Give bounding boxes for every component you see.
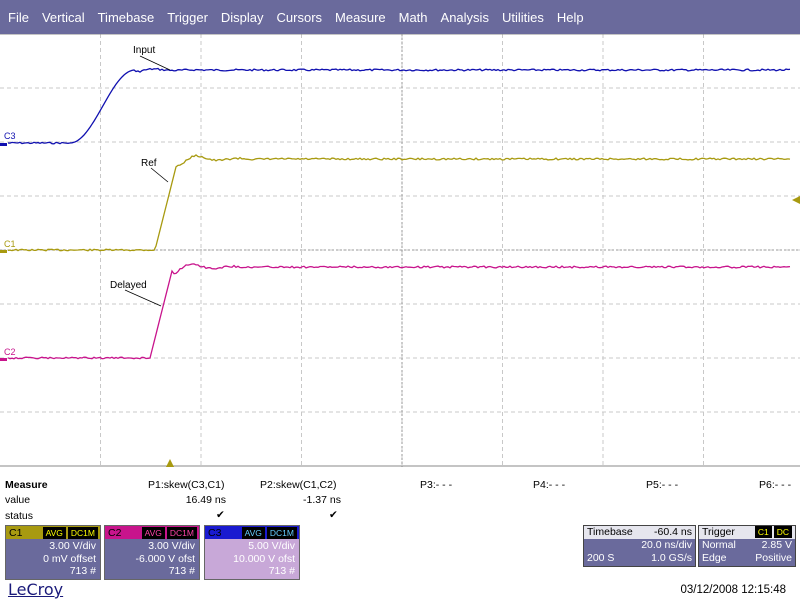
trigger-source: C1: [754, 526, 772, 538]
trace-c3-input: [7, 67, 791, 145]
channel-c1-header: C1 AVG DC1M: [6, 526, 100, 539]
measure-panel: Measure value status P1:skew(C3,C1) 16.4…: [0, 471, 800, 522]
menu-analysis[interactable]: Analysis: [440, 9, 489, 25]
param-p1-name[interactable]: P1:skew(C3,C1): [148, 479, 225, 491]
channel-c1-body: 3.00 V/div 0 mV offset 713 #: [6, 539, 100, 578]
channel-c2-header: C2 AVG DC1M: [105, 526, 199, 539]
channel-c1-impedance: DC1M: [67, 526, 98, 539]
menu-utilities[interactable]: Utilities: [501, 9, 544, 25]
trace-c1-ref: [7, 154, 791, 252]
trace-labels: Input Ref Delayed: [110, 45, 171, 307]
param-p1-value: 16.49 ns: [185, 494, 226, 506]
menu-math[interactable]: Math: [398, 9, 428, 25]
trigger-type: Edge: [702, 551, 727, 564]
menu-measure[interactable]: Measure: [335, 9, 386, 25]
param-p6-name[interactable]: P6:- - -: [759, 479, 792, 491]
menu-file[interactable]: File: [8, 9, 29, 25]
lecroy-logo: LeCroy: [8, 580, 64, 599]
param-p2-status-icon: ✔: [329, 509, 338, 521]
traces: [7, 67, 791, 360]
label-ref: Ref: [141, 158, 157, 169]
marker-c1: C1: [4, 239, 16, 249]
measure-row-status: status: [5, 510, 34, 522]
param-p5-name[interactable]: P5:- - -: [646, 479, 679, 491]
param-p3-name[interactable]: P3:- - -: [420, 479, 453, 491]
trigger-level-marker[interactable]: [792, 196, 800, 204]
label-delayed: Delayed: [110, 280, 147, 291]
timebase-rate: 1.0 GS/s: [651, 551, 692, 564]
trigger-level: 2.85 V: [761, 538, 792, 551]
menu-display[interactable]: Display: [220, 9, 264, 25]
timebase-delay: -60.4 ns: [654, 526, 692, 538]
channel-c1-offset: 0 mV offset: [43, 552, 96, 565]
trigger-label: Trigger: [702, 526, 735, 538]
menu-trigger[interactable]: Trigger: [167, 9, 208, 25]
trigger-mode: Normal: [702, 538, 736, 551]
channel-c1-vdiv: 3.00 V/div: [49, 540, 96, 552]
channel-c3-header: C3 AVG DC1M: [205, 526, 299, 539]
channel-c2-vdiv: 3.00 V/div: [148, 540, 195, 552]
channel-c2-coupling: AVG: [141, 526, 165, 539]
menu-help[interactable]: Help: [556, 9, 584, 25]
param-p2-value: -1.37 ns: [303, 494, 341, 506]
channel-c1-name: C1: [9, 526, 23, 539]
date-time: 03/12/2008 12:15:48: [680, 584, 786, 596]
marker-c2: C2: [4, 347, 16, 357]
menu-vertical[interactable]: Vertical: [41, 9, 85, 25]
channel-c2-offset: -6.000 V ofst: [135, 552, 195, 565]
channel-c3-body: 5.00 V/div 10.000 V ofst 713 #: [205, 539, 299, 578]
label-input: Input: [133, 45, 155, 56]
timebase-label: Timebase: [587, 526, 633, 538]
channel-c3-offset: 10.000 V ofst: [233, 552, 295, 565]
menu-cursors[interactable]: Cursors: [276, 9, 323, 25]
trigger-position-marker[interactable]: [166, 459, 174, 467]
channel-c3-impedance: DC1M: [266, 526, 297, 539]
channel-c3-vdiv: 5.00 V/div: [248, 540, 295, 552]
channel-c2-box[interactable]: C2 AVG DC1M 3.00 V/div -6.000 V ofst 713 …: [104, 525, 200, 580]
waveform-display[interactable]: Input Ref Delayed C3 C1 C2: [0, 34, 800, 467]
channel-markers[interactable]: C3 C1 C2: [0, 131, 16, 361]
trigger-box[interactable]: Trigger C1 DC Normal 2.85 V Edge Positive: [698, 525, 796, 567]
measure-title: Measure: [5, 479, 48, 491]
menu-timebase[interactable]: Timebase: [97, 9, 155, 25]
channel-c1-count: 713 #: [69, 565, 96, 577]
channel-c2-impedance: DC1M: [166, 526, 197, 539]
channel-c2-body: 3.00 V/div -6.000 V ofst 713 #: [105, 539, 199, 578]
timebase-tdiv: 20.0 ns/div: [641, 538, 692, 551]
menu-bar: File Vertical Timebase Trigger Display Cursor…: [0, 0, 800, 34]
trigger-coupling: DC: [773, 526, 792, 538]
channel-c3-coupling: AVG: [241, 526, 265, 539]
marker-c3: C3: [4, 131, 16, 141]
timebase-samples: 200 S: [587, 551, 615, 564]
channel-c2-name: C2: [108, 526, 122, 539]
timebase-box[interactable]: Timebase -60.4 ns 20.0 ns/div 200 S 1.0 …: [583, 525, 696, 567]
channel-c1-coupling: AVG: [42, 526, 66, 539]
channel-c3-box[interactable]: C3 AVG DC1M 5.00 V/div 10.000 V ofst 713 …: [204, 525, 300, 580]
channel-c3-name: C3: [208, 526, 222, 539]
channel-c2-count: 713 #: [168, 565, 195, 577]
channel-c1-box[interactable]: C1 AVG DC1M 3.00 V/div 0 mV offset 713 #: [5, 525, 101, 580]
param-p2-name[interactable]: P2:skew(C1,C2): [260, 479, 337, 491]
graticule: [0, 34, 800, 467]
param-p1-status-icon: ✔: [216, 509, 225, 521]
param-p4-name[interactable]: P4:- - -: [533, 479, 566, 491]
measure-row-value: value: [5, 494, 31, 506]
trace-c2-delayed: [7, 263, 791, 360]
channel-c3-count: 713 #: [268, 565, 295, 577]
trigger-slope: Positive: [755, 551, 792, 564]
